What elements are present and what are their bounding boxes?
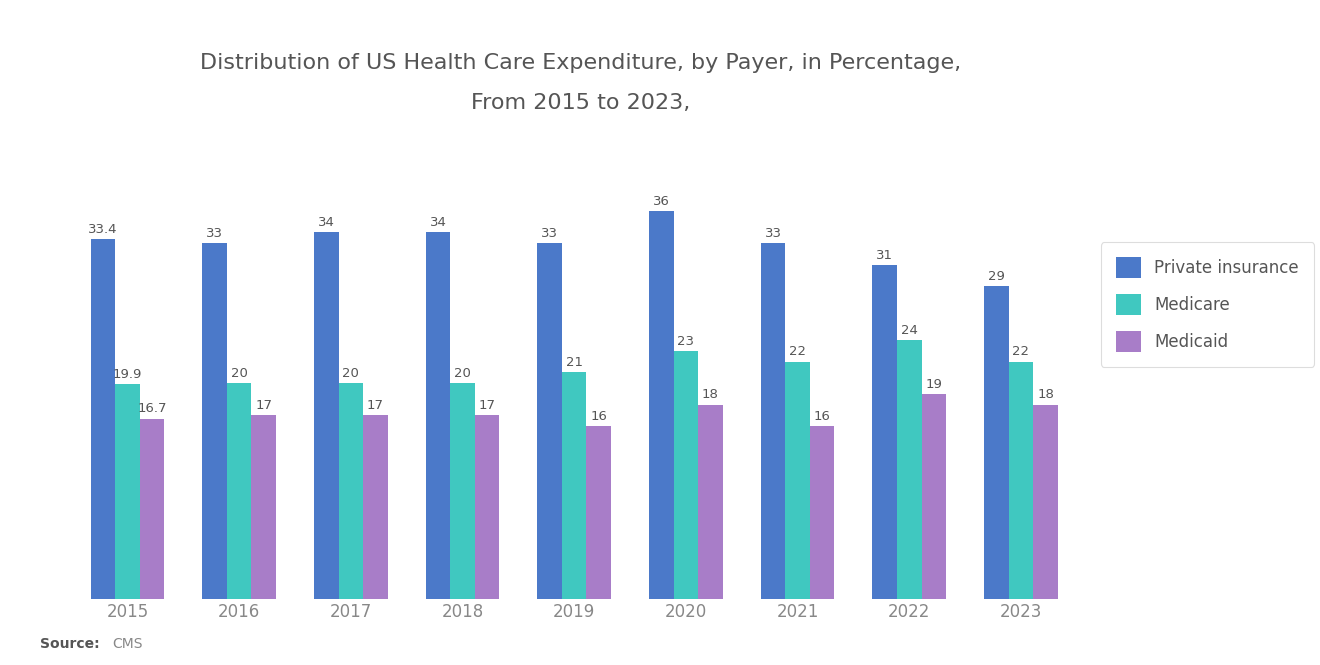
Text: Source:: Source:: [40, 637, 99, 652]
Text: 33.4: 33.4: [88, 223, 117, 235]
Text: 22: 22: [789, 345, 807, 358]
Text: 16.7: 16.7: [137, 402, 166, 416]
Bar: [921, 394, 946, 598]
Bar: [760, 243, 785, 598]
Bar: [562, 372, 586, 598]
Text: 24: 24: [900, 324, 917, 337]
Text: 22: 22: [1012, 345, 1030, 358]
Bar: [450, 383, 475, 598]
Bar: [649, 211, 673, 598]
Text: 34: 34: [429, 216, 446, 229]
Text: 18: 18: [702, 388, 719, 402]
Text: 29: 29: [987, 270, 1005, 283]
Bar: [810, 426, 834, 598]
Text: From 2015 to 2023,: From 2015 to 2023,: [471, 93, 690, 113]
Bar: [985, 286, 1008, 598]
Bar: [202, 243, 227, 598]
Bar: [338, 383, 363, 598]
Text: 19.9: 19.9: [112, 368, 143, 381]
Bar: [314, 233, 338, 598]
Bar: [227, 383, 251, 598]
Bar: [91, 239, 115, 598]
Text: 20: 20: [231, 367, 248, 380]
Bar: [251, 416, 276, 598]
Bar: [586, 426, 611, 598]
Bar: [673, 351, 698, 598]
Text: 33: 33: [764, 227, 781, 240]
Bar: [140, 419, 164, 598]
Text: Distribution of US Health Care Expenditure, by Payer, in Percentage,: Distribution of US Health Care Expenditu…: [201, 53, 961, 73]
Text: 20: 20: [454, 367, 471, 380]
Bar: [425, 233, 450, 598]
Text: 34: 34: [318, 216, 335, 229]
Text: 19: 19: [925, 378, 942, 391]
Bar: [475, 416, 499, 598]
Bar: [115, 384, 140, 598]
Text: 17: 17: [479, 399, 495, 412]
Text: 20: 20: [342, 367, 359, 380]
Text: CMS: CMS: [112, 637, 143, 652]
Bar: [785, 362, 810, 598]
Bar: [873, 265, 898, 598]
Bar: [537, 243, 562, 598]
Legend: Private insurance, Medicare, Medicaid: Private insurance, Medicare, Medicaid: [1101, 243, 1313, 366]
Text: 33: 33: [206, 227, 223, 240]
Text: 23: 23: [677, 334, 694, 348]
Text: 16: 16: [813, 410, 830, 423]
Bar: [1008, 362, 1034, 598]
Text: 17: 17: [367, 399, 384, 412]
Text: 16: 16: [590, 410, 607, 423]
Text: 18: 18: [1038, 388, 1053, 402]
Text: 21: 21: [566, 356, 582, 369]
Text: 33: 33: [541, 227, 558, 240]
Text: 31: 31: [876, 249, 894, 261]
Text: 17: 17: [255, 399, 272, 412]
Bar: [363, 416, 388, 598]
Bar: [898, 340, 921, 598]
Bar: [1034, 405, 1057, 598]
Bar: [698, 405, 723, 598]
Text: 36: 36: [653, 195, 669, 207]
